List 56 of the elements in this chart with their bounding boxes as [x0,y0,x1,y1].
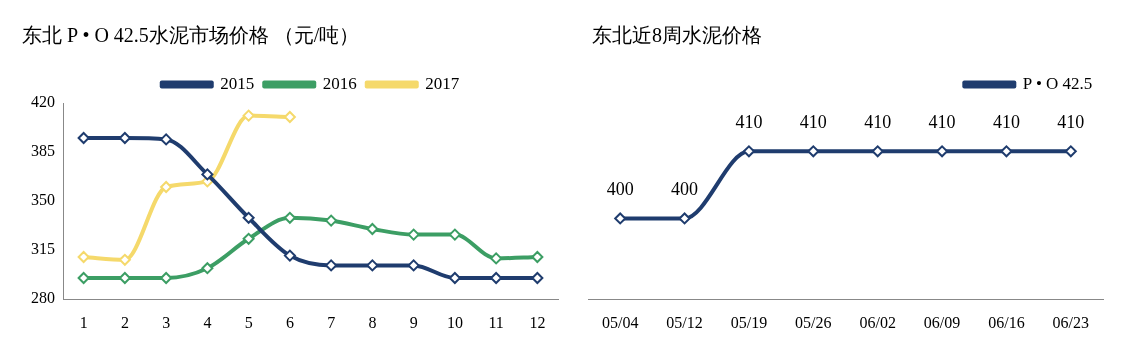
legend-label: P • O 42.5 [1022,73,1093,93]
chart-title: 东北 P • O 42.5水泥市场价格 （元/吨） [22,23,360,48]
point [407,228,420,241]
x-tick-label: 5 [244,314,253,332]
x-tick-label: 6 [285,314,294,332]
x-tick-label: 11 [488,314,504,332]
x-tick-label: 06/23 [1052,314,1090,332]
data-label: 410 [735,112,763,133]
data-label: 410 [992,112,1020,133]
x-tick-label: 06/02 [859,314,896,332]
point [283,249,296,262]
x-tick-label: 06/09 [923,314,961,332]
point [531,251,544,263]
point [160,181,173,193]
x-tick-label: 3 [162,314,171,332]
point [201,262,214,275]
point [242,109,255,122]
data-label: 400 [606,179,634,200]
y-tick-label: 280 [31,289,55,307]
x-tick-label: 9 [409,314,418,332]
point [325,214,338,227]
legend-label: 2015 [220,73,255,93]
x-tick-label: 05/04 [601,314,639,332]
point [366,223,379,235]
point [407,259,420,272]
chart-title: 东北近8周水泥价格 [592,23,762,48]
x-tick-label: 2 [120,314,129,332]
y-tick-label: 420 [31,93,55,111]
point [77,251,90,263]
data-label: 410 [1057,112,1085,133]
x-tick-label: 7 [327,314,336,332]
y-tick-label: 385 [31,142,55,160]
point [201,168,214,181]
x-tick-label: 10 [446,314,463,332]
x-tick-label: 4 [203,314,212,332]
y-tick-label: 350 [31,191,55,209]
y-tick-label: 315 [31,240,55,258]
point [160,133,173,146]
data-label: 410 [928,112,956,133]
x-tick-label: 05/12 [666,314,703,332]
point [242,232,255,245]
data-label: 410 [864,112,892,133]
x-tick-label: 06/16 [988,314,1025,332]
point [160,272,173,284]
x-tick-label: 1 [79,314,88,332]
legend-label: 2017 [425,73,460,93]
x-tick-label: 05/26 [795,314,832,332]
x-tick-label: 12 [529,314,546,332]
data-label: 400 [671,179,699,200]
x-tick-label: 05/19 [730,314,768,332]
data-label: 410 [799,112,827,133]
point [448,272,461,284]
point [242,211,255,224]
x-tick-label: 8 [368,314,377,332]
point [283,211,296,224]
legend-label: 2016 [322,73,357,93]
